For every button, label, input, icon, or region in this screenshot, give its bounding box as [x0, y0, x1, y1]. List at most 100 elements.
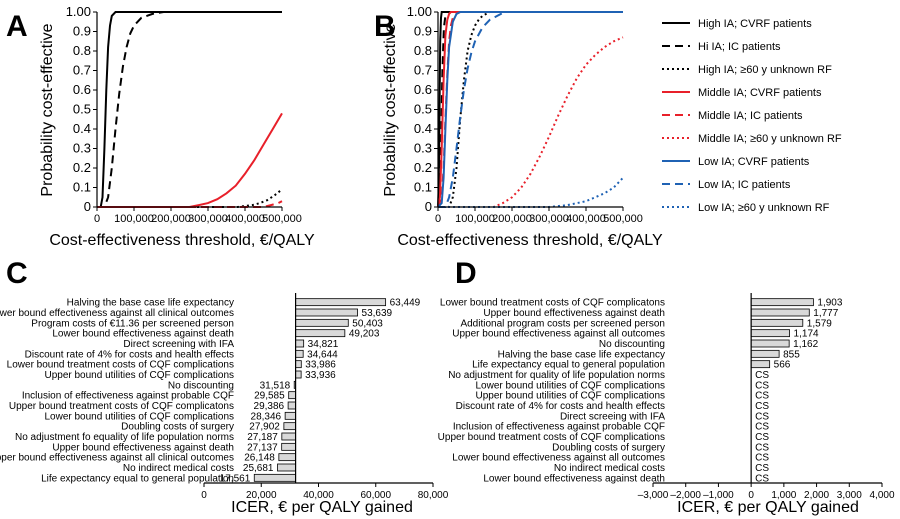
panel-a-y-tick-label: 0.6 — [73, 82, 91, 97]
panel-c-category-label: Lower bound treatment costs of CQF compl… — [7, 360, 234, 371]
panel-d-value-label: 855 — [783, 349, 800, 360]
panel-d-bar-life-expectancy-equal-to-general-population — [750, 360, 771, 369]
legend-label-7: Low IA; IC patients — [698, 179, 791, 191]
panel-d-value-label: CS — [755, 442, 769, 453]
panel-b-x-tick-label: 400,000 — [566, 213, 606, 225]
panel-letter-d: D — [455, 257, 477, 290]
panel-d-category-label: Halving the base case life expectancy — [498, 349, 665, 360]
panel-d-bar-additional-program-costs-per-screened-person — [750, 318, 804, 327]
panel-b-y-tick-label: 0.2 — [414, 160, 432, 175]
panel-d-value-label: CS — [755, 432, 769, 443]
panel-d-value-label: 1,903 — [817, 298, 842, 309]
panel-d-category-label: Discount rate of 4% for costs and health… — [456, 401, 665, 412]
panel-c-category-label: Upper bound effectiveness against all cl… — [0, 453, 234, 464]
panel-b-x-tick-label: 200,000 — [492, 213, 532, 225]
panel-d-category-label: Lower bound treatment costs of CQF compl… — [440, 298, 665, 309]
panel-d-category-label: Upper bound effectiveness against death — [483, 308, 665, 319]
panel-d-category-label: Additional program costs per screened pe… — [460, 318, 665, 329]
panel-a-series-line-4 — [97, 200, 283, 208]
panel-d-value-label: 1,579 — [807, 318, 832, 329]
panel-c-category-label: Upper bound utilities of CQF complicatio… — [44, 370, 234, 381]
panel-a-y-tick-label: 0.3 — [73, 141, 91, 156]
panel-b-y-tick-label: 0.8 — [414, 43, 432, 58]
panel-c-value-label: 34,644 — [307, 349, 338, 360]
legend-label-2: High IA; ≥60 y unknown RF — [698, 64, 832, 76]
panel-c-category-label: No discounting — [168, 380, 234, 391]
panel-c-x-tick-label: 80,000 — [418, 490, 449, 501]
panel-b-x-tick-label: 0 — [435, 213, 441, 225]
panel-d-value-label: CS — [755, 401, 769, 412]
panel-a-y-tick-label: 0.1 — [73, 180, 91, 195]
panel-c-value-label: 31,518 — [260, 380, 291, 391]
panel-c-bar-upper-bound-utilities-of-cqf-complications — [295, 370, 302, 379]
panel-c-bar-upper-bound-effectiveness-against-all-clinical-outcomes — [278, 453, 297, 462]
panel-c-category-label: No adjustment fo equality of life popula… — [15, 432, 234, 443]
panel-c-bar-lower-bound-effectiveness-against-death — [295, 329, 346, 338]
panel-c-category-label: Doubling costs of surgery — [121, 422, 234, 433]
panel-c-value-label: 17,561 — [220, 473, 251, 484]
panel-b-x-tick-label: 300,000 — [529, 213, 569, 225]
panel-c-bar-discount-rate-of-4-for-costs-and-health-effects — [295, 349, 304, 358]
panel-c-bar-upper-bound-effectiveness-against-death — [281, 442, 296, 451]
panel-c-category-label: Upper bound treatment costs of CQF compl… — [9, 401, 234, 412]
panel-d-bar-upper-bound-effectiveness-against-death — [750, 308, 810, 317]
panel-c-value-label: 49,203 — [349, 329, 380, 340]
panel-d-category-label: No indirect medical costs — [554, 463, 665, 474]
panel-b-series-line-2 — [438, 11, 623, 208]
panel-d-value-label: CS — [755, 422, 769, 433]
panel-a-x-axis-label: Cost-effectiveness threshold, €/QALY — [49, 232, 315, 249]
panel-c-value-label: 28,346 — [251, 411, 282, 422]
panel-c-value-label: 27,187 — [247, 432, 278, 443]
panel-a-x-tick-label: 400,000 — [225, 213, 265, 225]
panel-c-x-tick-label: 20,000 — [246, 490, 277, 501]
panel-c-value-label: 50,403 — [352, 318, 383, 329]
panel-b-series-line-5 — [438, 36, 624, 208]
panel-c-bar-lower-bound-utilities-of-cqf-complications — [284, 411, 296, 420]
panel-a-series-line-1 — [97, 11, 282, 208]
panel-d-category-label: Lower bound utilities of CQF complicatio… — [475, 380, 665, 391]
panel-b-y-tick-label: 0 — [425, 199, 432, 214]
panel-d-bar-lower-bound-treatment-costs-of-cqf-complicatons — [750, 298, 814, 307]
panel-a-x-tick-label: 100,000 — [114, 213, 154, 225]
panel-c-category-label: Inclusion of effectiveness against proba… — [22, 391, 234, 402]
panel-b-y-tick-label: 1.00 — [407, 4, 432, 19]
panel-c-value-label: 29,386 — [254, 401, 285, 412]
chart-panel-b: 0 0.1 0.2 0.3 0.4 0.5 0.6 0.7 0.8 0.9 1.00 0 100,000… — [382, 4, 663, 249]
panel-c-bar-life-expectancy-equal-to-general-population — [253, 473, 296, 482]
panel-a-series-line-3 — [97, 112, 283, 208]
panel-c-bar-lower-bound-treatment-costs-of-cqf-complications — [295, 360, 302, 369]
legend-label-6: Low IA; CVRF patients — [698, 156, 810, 168]
panel-c-value-label: 27,902 — [249, 422, 280, 433]
panel-d-value-label: CS — [755, 411, 769, 422]
panel-c-x-tick-label: 0 — [201, 490, 207, 501]
panel-c-value-label: 33,986 — [305, 360, 336, 371]
panel-c-x-tick-label: 60,000 — [360, 490, 391, 501]
panel-c-value-label: 25,681 — [243, 463, 274, 474]
legend-label-0: High IA; CVRF patients — [698, 18, 812, 30]
panel-b-y-tick-label: 0.1 — [414, 180, 432, 195]
panel-d-bar-halving-the-base-case-life-expectancy — [750, 349, 780, 358]
panel-a-x-tick-label: 500,000 — [262, 213, 302, 225]
panel-d-x-tick-label: 3,000 — [837, 490, 862, 501]
panel-d-category-label: Lower bound effectiveness against all ou… — [452, 453, 665, 464]
panel-c-x-tick-label: 40,000 — [303, 490, 334, 501]
panel-d-x-tick-label: 1,000 — [771, 490, 796, 501]
panel-d-x-tick-label: –1,000 — [703, 490, 734, 501]
panel-d-bar-upper-bound-effectiveness-against-all-outcomes — [750, 329, 790, 338]
panel-d-bar-no-discounting — [750, 339, 790, 348]
panel-b-series-line-3 — [437, 11, 623, 208]
panel-a-x-tick-label: 300,000 — [188, 213, 228, 225]
panel-c-x-axis-label: ICER, € per QALY gained — [231, 499, 413, 516]
panel-c-category-label: No indirect medical costs — [123, 463, 234, 474]
panel-c-category-label: Discount rate of 4% for costs and health… — [25, 349, 234, 360]
panel-b-series-line-6 — [437, 11, 623, 208]
panel-c-bar-no-adjustment-fo-equality-of-life-population-norms — [281, 432, 296, 441]
chart-panel-a: 0 0.1 0.2 0.3 0.4 0.5 0.6 0.7 0.8 0.9 1.00 0 100,000… — [39, 4, 315, 249]
panel-a-series-line-2 — [97, 188, 283, 208]
panel-a-y-tick-label: 0.9 — [73, 24, 91, 39]
panel-d-category-label: No discounting — [599, 339, 665, 350]
panel-c-value-label: 26,148 — [244, 453, 275, 464]
legend-label-8: Low IA; ≥60 y unknown RF — [698, 202, 830, 214]
panel-c-bar-halving-the-base-case-life-expectancy — [295, 298, 387, 307]
